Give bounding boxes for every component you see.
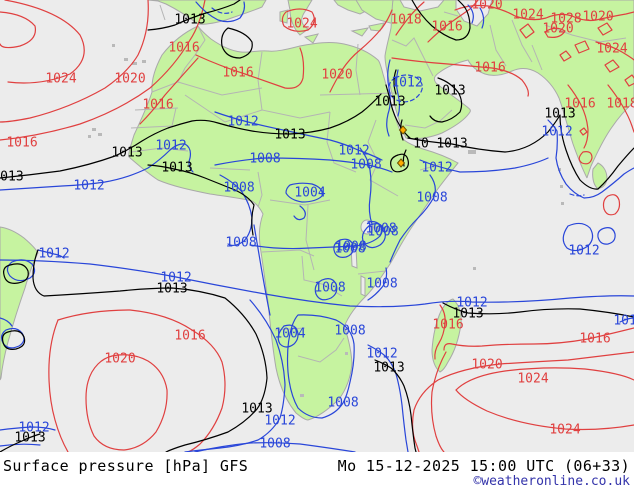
island-sri-lanka	[592, 162, 608, 189]
isobar-label: 1024	[512, 8, 543, 23]
isobar-label: 1028	[550, 12, 581, 27]
isobar-label: 1013	[374, 95, 405, 110]
isobar-label: 1008	[365, 222, 396, 237]
copyright-link[interactable]: ©weatheronline.co.uk	[473, 474, 630, 489]
isobar-label: 1012	[541, 125, 572, 140]
isobar-label: 1012	[568, 244, 599, 259]
isobar-label: 1008	[350, 158, 381, 173]
isobar-label: 1013	[0, 170, 24, 185]
landmass-iberia	[147, 0, 267, 25]
isobar-label: 1016	[564, 97, 595, 112]
isobar-label: 1008	[225, 236, 256, 251]
island-madagascar	[431, 298, 462, 373]
isobar-label: 1012	[264, 414, 295, 429]
isobar-label: 1012	[456, 296, 487, 311]
isobar-label: 1024	[45, 72, 76, 87]
isobar-label: 1013	[174, 13, 205, 28]
isobar-label: 1013	[111, 146, 142, 161]
product-label: Surface pressure [hPa] GFS	[3, 457, 249, 475]
island-crete	[350, 27, 370, 37]
isobar-label: 1020	[471, 0, 502, 13]
isobar-label: 1020	[542, 22, 573, 37]
isobar-label: 1024	[596, 42, 627, 57]
landmass-africa	[128, 25, 459, 421]
isobar-label: 1012	[18, 421, 49, 436]
isobar-label: 1018	[390, 13, 421, 28]
landmass-anatolia	[355, 0, 395, 25]
map-footer: Surface pressure [hPa] GFS Mo 15-12-2025…	[0, 452, 634, 490]
isobar-label: 1018	[606, 97, 634, 112]
isobar-label: 1016	[431, 20, 462, 35]
isobar-label: 1012	[421, 161, 452, 176]
isobar-label: 1016	[222, 66, 253, 81]
isobars-black-layer	[0, 0, 634, 452]
isobar-label: 1008	[249, 152, 280, 167]
isobar-label: 1016	[6, 136, 37, 151]
isobar-label: 1013	[241, 402, 272, 417]
storm-marker-icon	[398, 125, 408, 135]
isobar-label: 1008	[366, 277, 397, 292]
isobar-label: 1016	[474, 61, 505, 76]
isobar-label: 1024	[517, 372, 548, 387]
storm-marker-icon	[396, 158, 406, 168]
isobar-label: 1004	[274, 327, 305, 342]
isobar-label: 1013	[156, 282, 187, 297]
isobar-label: 10	[413, 137, 429, 152]
isobar-label: 1013	[544, 107, 575, 122]
isobar-label: 1024	[286, 17, 317, 32]
isobar-label: 1012	[338, 144, 369, 159]
isobar-label: 1012	[366, 347, 397, 362]
isobar-label: 1013	[274, 128, 305, 143]
isobar-label: 1016	[168, 41, 199, 56]
country-borders-layer	[130, 4, 627, 363]
small-islands-layer	[88, 44, 564, 397]
isobar-label: 1012	[73, 179, 104, 194]
valid-time-label: Mo 15-12-2025 15:00 UTC (06+33)	[337, 457, 630, 475]
isobar-label: 1013	[436, 137, 467, 152]
lake-malawi	[360, 275, 366, 297]
sea-black	[399, 0, 445, 12]
isobar-label: 1012	[38, 247, 69, 262]
isobar-label: 1008	[223, 181, 254, 196]
isobar-label: 1012	[227, 115, 258, 130]
isobar-label: 1016	[432, 318, 463, 333]
storm-markers-layer	[396, 125, 408, 168]
isobar-label: 1020	[321, 68, 352, 83]
isobar-label: 1024	[549, 423, 580, 438]
isobar-label: 1008	[314, 281, 345, 296]
isobar-label: 1008	[416, 191, 447, 206]
isobar-label: 1008	[327, 396, 358, 411]
isobar-label: 1012	[155, 139, 186, 154]
isobar-label: 1016	[579, 332, 610, 347]
isobar-label: 1008	[334, 324, 365, 339]
isobar-label: 1012	[391, 76, 422, 91]
isobar-label: 1020	[114, 72, 145, 87]
isobar-label: 1012	[160, 271, 191, 286]
isobar-label: 1008	[259, 437, 290, 452]
isobar-label: 1012	[613, 314, 634, 329]
isobar-label: 1008	[334, 242, 365, 257]
isobar-label: 1020	[582, 10, 613, 25]
isobar-label: 1004	[294, 186, 325, 201]
isobar-label: 1008	[367, 225, 398, 240]
isobar-label: 1013	[161, 161, 192, 176]
isobar-label: 1013	[452, 307, 483, 322]
isobar-label: 1016	[174, 329, 205, 344]
landmass-italy	[287, 0, 313, 36]
island-sicily	[303, 33, 319, 44]
isobar-label: 1016	[142, 98, 173, 113]
isobar-label: 1013	[14, 431, 45, 446]
isobar-label: 1013	[373, 361, 404, 376]
landmass-layer	[0, 0, 634, 421]
isobar-label: 1013	[434, 84, 465, 99]
isobar-label: 1020	[471, 358, 502, 373]
isobar-label: 1008	[335, 240, 366, 255]
isobar-label: 1020	[104, 352, 135, 367]
landmass-eurasia	[384, 0, 634, 179]
isobars-red-layer	[0, 0, 634, 452]
